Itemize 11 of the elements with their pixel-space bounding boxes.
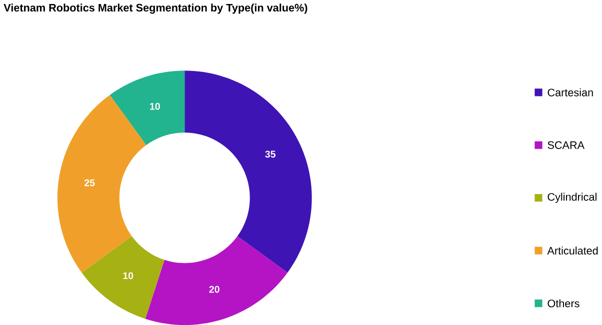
- legend-label: Cylindrical: [548, 192, 596, 203]
- data-label: 35: [265, 150, 276, 158]
- legend-label: Cartesian: [548, 88, 593, 96]
- data-label: 10: [150, 102, 160, 110]
- data-label: 20: [209, 286, 220, 293]
- legend-label: SCARA: [548, 141, 585, 149]
- legend-label: Others: [548, 299, 580, 308]
- legend-label: Articulated: [547, 246, 598, 255]
- data-label: 25: [84, 179, 95, 186]
- data-label: 10: [123, 272, 134, 280]
- chart-title: Vietnam Robotics Market Segmentation by Type(in value%): [4, 4, 308, 14]
